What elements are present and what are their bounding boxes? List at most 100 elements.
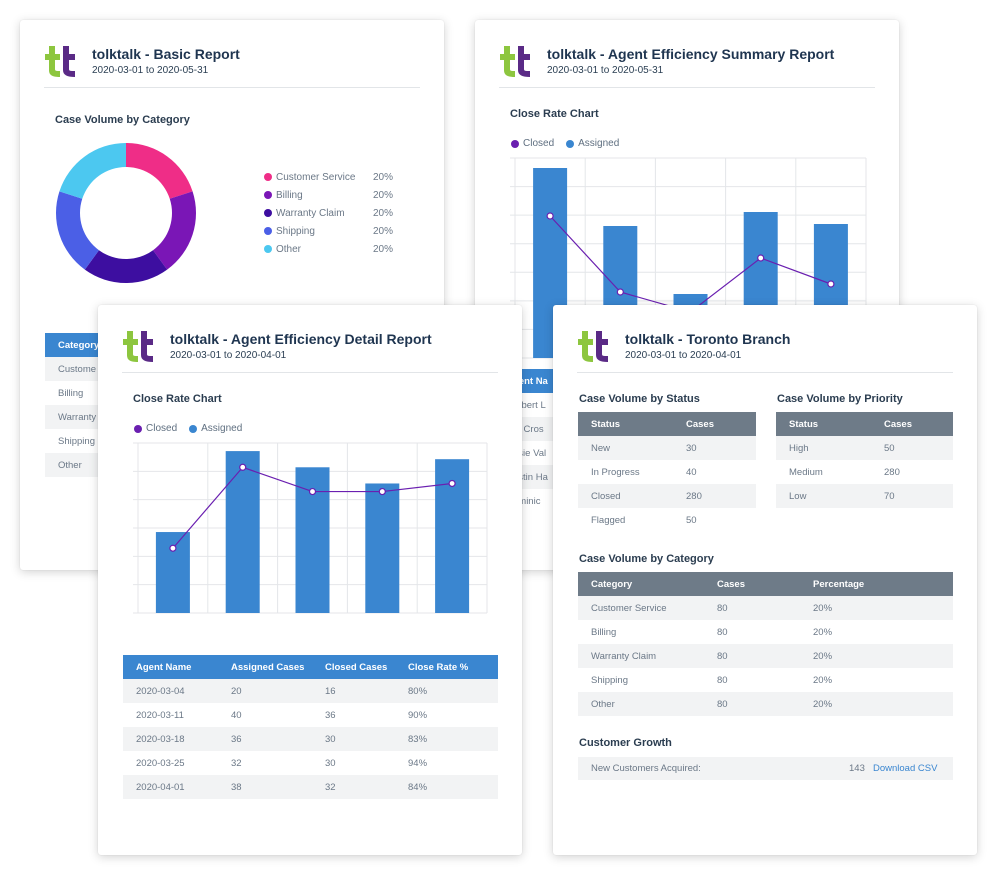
column-header-closed-cases: Closed Cases	[312, 655, 395, 679]
report-date-range: 2020-03-01 to 2020-04-01	[625, 350, 742, 361]
divider	[499, 87, 875, 88]
report-date-range: 2020-03-01 to 2020-05-31	[547, 65, 664, 76]
assigned-bar	[365, 483, 400, 613]
table-row: Closed 280	[578, 484, 756, 508]
report-title: tolktalk - Agent Efficiency Summary Repo…	[547, 46, 835, 62]
legend-assigned-swatch	[189, 424, 198, 433]
closed-point	[448, 479, 456, 488]
priority-table: Status Cases High 50 Medium 280 Low 70	[776, 412, 953, 508]
tolktalk-logo-icon	[578, 331, 608, 362]
table-row: Billing	[58, 387, 84, 399]
report-title: tolktalk - Toronto Branch	[625, 331, 791, 347]
legend-swatch	[264, 227, 272, 235]
legend-closed-swatch	[134, 424, 142, 433]
column-header-status: Status	[578, 412, 673, 436]
category-section-title: Case Volume by Category	[579, 553, 714, 565]
growth-value: 143	[849, 763, 865, 774]
column-header-close-rate: Close Rate %	[395, 655, 498, 679]
legend-closed-label: Closed	[146, 423, 178, 434]
legend-swatch	[264, 209, 272, 217]
donut-slice-warranty-claim	[84, 250, 168, 283]
column-header-percentage: Percentage	[800, 572, 953, 596]
table-row: Customer Service 80 20%	[578, 596, 953, 620]
donut-legend: Customer Service 20% Billing 20% Warranty …	[264, 168, 393, 258]
tolktalk-logo-icon	[500, 46, 530, 77]
report-date-range: 2020-03-01 to 2020-05-31	[92, 65, 209, 76]
download-csv-link[interactable]: Download CSV	[873, 763, 938, 774]
column-header-status: Status	[776, 412, 871, 436]
status-section-title: Case Volume by Status	[579, 393, 700, 405]
section-title: Close Rate Chart	[510, 108, 599, 120]
donut-slice-customer-service	[126, 143, 193, 199]
section-title: Case Volume by Category	[55, 114, 190, 126]
table-row: 2020-04-01 38 32 84%	[123, 775, 498, 799]
legend-swatch	[264, 191, 272, 199]
donut-chart	[56, 143, 196, 283]
column-header-agent-name: Agent Name	[123, 655, 218, 679]
table-row: High 50	[776, 436, 953, 460]
assigned-bar	[155, 532, 190, 613]
table-row: Other 80 20%	[578, 692, 953, 716]
chart-legend: Closed Assigned	[511, 138, 619, 149]
agent-detail-table: Agent Name Assigned Cases Closed Cases C…	[123, 655, 498, 799]
assigned-bar	[225, 451, 260, 613]
table-row: Billing 80 20%	[591, 626, 833, 638]
column-header-cases: Cases	[704, 572, 800, 596]
close-rate-chart	[510, 157, 867, 359]
report-title: tolktalk - Agent Efficiency Detail Repor…	[170, 331, 432, 347]
status-table: Status Cases New 30 In Progress 40 Closed 28…	[578, 412, 756, 532]
closed-point	[239, 463, 247, 471]
category-table: Category Cases Percentage Customer Servi…	[578, 572, 953, 716]
table-row: ominic	[513, 495, 541, 507]
table-row: In Progress 40	[591, 466, 697, 478]
divider	[122, 372, 498, 373]
donut-slice-shipping	[56, 191, 99, 270]
growth-label: New Customers Acquired:	[591, 763, 701, 774]
table-row: erbert L	[513, 399, 546, 411]
table-row: 2020-03-25 32 30 94%	[136, 757, 428, 769]
legend-item-warranty-claim: Warranty Claim 20%	[264, 204, 393, 222]
table-row: 2020-03-04 20 16 80%	[123, 679, 498, 703]
donut-slice-billing	[153, 191, 196, 270]
table-row: Medium 280	[789, 466, 900, 478]
table-row: Shipping	[58, 435, 95, 447]
detail-report-card: tolktalk - Agent Efficiency Detail Repor…	[98, 305, 522, 855]
table-row: Warranty Claim 80 20%	[578, 644, 953, 668]
priority-section-title: Case Volume by Priority	[777, 393, 903, 405]
table-row: Low 70	[776, 484, 953, 508]
chart-legend: Closed Assigned	[134, 423, 242, 434]
report-title: tolktalk - Basic Report	[92, 46, 240, 62]
table-row: New 30	[578, 436, 756, 460]
legend-assigned-label: Assigned	[201, 423, 243, 434]
closed-point	[308, 487, 317, 496]
growth-row: New Customers Acquired: 143 Download CSV	[578, 757, 953, 780]
legend-item-other: Other 20%	[264, 240, 393, 258]
table-row: Shipping 80 20%	[591, 674, 833, 686]
column-header-cases: Cases	[673, 412, 756, 436]
toronto-branch-card: tolktalk - Toronto Branch 2020-03-01 to …	[553, 305, 977, 855]
legend-swatch	[264, 245, 272, 253]
closed-point	[827, 280, 835, 288]
closed-point	[169, 544, 177, 552]
legend-assigned-swatch	[566, 139, 575, 148]
column-header-category: Category	[578, 572, 704, 596]
tolktalk-logo-icon	[123, 331, 153, 362]
report-date-range: 2020-03-01 to 2020-04-01	[170, 350, 287, 361]
table-row: Flagged 50	[591, 514, 697, 526]
growth-section-title: Customer Growth	[579, 737, 672, 749]
table-row: osie Val	[513, 447, 547, 459]
legend-item-billing: Billing 20%	[264, 186, 393, 204]
column-header-cases: Cases	[871, 412, 953, 436]
table-row: 2020-03-11 40 36 90%	[136, 709, 428, 721]
closed-point	[546, 212, 554, 220]
close-rate-chart	[133, 442, 488, 614]
section-title: Close Rate Chart	[133, 393, 222, 405]
table-row: 2020-03-18 36 30 83%	[123, 727, 498, 751]
legend-closed-swatch	[511, 139, 519, 148]
legend-item-customer-service: Customer Service 20%	[264, 168, 393, 186]
closed-point	[757, 254, 765, 262]
donut-slice-other	[59, 143, 127, 199]
tolktalk-logo-icon	[45, 46, 75, 77]
divider	[44, 87, 420, 88]
legend-swatch	[264, 173, 272, 181]
